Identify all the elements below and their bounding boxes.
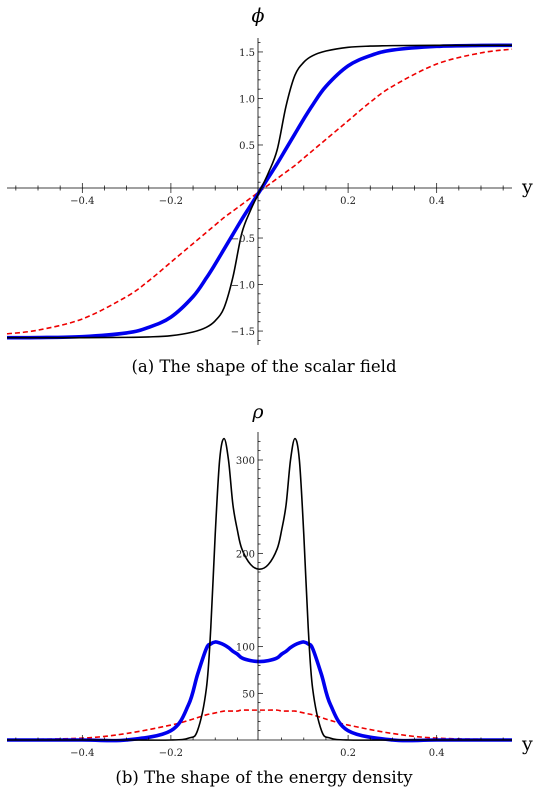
- x-tick-label: 0.2: [340, 748, 356, 759]
- x-tick-label: −0.2: [159, 196, 183, 207]
- x-tick-label: −0.4: [70, 196, 94, 207]
- y-tick-labels: −1.5 −1.0 −0.5 0.5 1.0 1.5: [231, 48, 255, 338]
- y-tick-label: 0.5: [239, 141, 255, 152]
- series-line-black: [6, 44, 512, 339]
- x-tick-label: 0.2: [340, 196, 356, 207]
- series-line-red: [6, 709, 513, 741]
- x-axis-label: y: [521, 176, 533, 198]
- x-tick-label: −0.2: [159, 748, 183, 759]
- series-line-black: [6, 437, 512, 741]
- tick-marks: [15, 440, 504, 740]
- series-layer: [6, 437, 513, 743]
- chart-caption: (a) The shape of the scalar field: [131, 357, 396, 376]
- x-tick-labels: −0.4 −0.2 0.2 0.4: [70, 748, 444, 759]
- y-tick-label: −1.0: [231, 281, 255, 292]
- energy-density-chart: −0.4 −0.2 0.2 0.4 50 100 200 300 ρ y (b)…: [6, 401, 533, 787]
- y-tick-label: 50: [242, 689, 255, 700]
- series-layer: [6, 43, 513, 340]
- y-tick-label: 200: [236, 549, 255, 560]
- y-axis-label: ρ: [251, 401, 264, 423]
- y-tick-labels: 50 100 200 300: [236, 456, 255, 700]
- y-axis-label: ϕ: [252, 5, 265, 27]
- y-tick-label: 300: [236, 456, 255, 467]
- x-tick-label: −0.4: [70, 748, 94, 759]
- y-tick-label: −1.5: [231, 327, 255, 338]
- y-tick-label: 1.5: [239, 48, 255, 59]
- x-axis-label: y: [521, 733, 533, 755]
- y-tick-label: 100: [236, 643, 255, 654]
- scalar-field-chart: −0.4 −0.2 0.2 0.4 −1.5 −1.0 −0.5 0.5 1.0…: [6, 5, 533, 376]
- y-tick-label: −0.5: [231, 234, 255, 245]
- y-tick-label: 1.0: [239, 94, 255, 105]
- x-tick-label: 0.4: [429, 748, 445, 759]
- chart-caption: (b) The shape of the energy density: [115, 768, 413, 787]
- tick-marks: [15, 42, 504, 341]
- series-line-blue: [6, 640, 512, 743]
- x-tick-label: 0.4: [429, 196, 445, 207]
- x-tick-labels: −0.4 −0.2 0.2 0.4: [70, 196, 444, 207]
